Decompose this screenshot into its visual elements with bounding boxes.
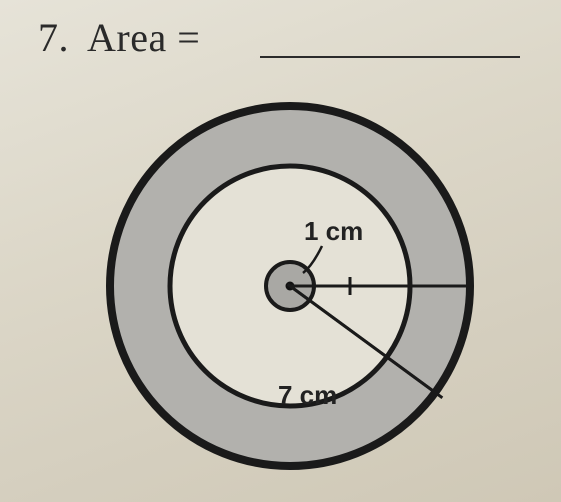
equals-sign: = bbox=[177, 15, 200, 60]
problem-number: 7. bbox=[38, 15, 69, 60]
outer-radius-label: 7 cm bbox=[278, 380, 337, 410]
problem-heading: 7. Area = bbox=[38, 14, 200, 61]
inner-radius-label: 1 cm bbox=[304, 216, 363, 246]
problem-label: Area bbox=[87, 15, 167, 60]
answer-blank bbox=[260, 56, 520, 58]
annulus-figure: 1 cm 7 cm bbox=[100, 96, 480, 476]
figure-svg: 1 cm 7 cm bbox=[100, 96, 480, 476]
